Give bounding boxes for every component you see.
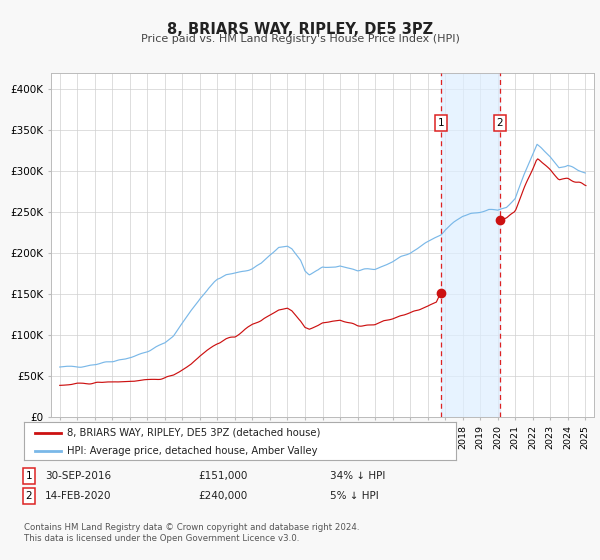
Text: Price paid vs. HM Land Registry's House Price Index (HPI): Price paid vs. HM Land Registry's House … [140, 34, 460, 44]
Text: 8, BRIARS WAY, RIPLEY, DE5 3PZ (detached house): 8, BRIARS WAY, RIPLEY, DE5 3PZ (detached… [67, 428, 320, 438]
Text: 14-FEB-2020: 14-FEB-2020 [45, 491, 112, 501]
Text: HPI: Average price, detached house, Amber Valley: HPI: Average price, detached house, Ambe… [67, 446, 318, 456]
Text: 1: 1 [25, 471, 32, 481]
Text: 2: 2 [25, 491, 32, 501]
Text: 2: 2 [496, 118, 503, 128]
Text: 34% ↓ HPI: 34% ↓ HPI [330, 471, 385, 481]
Text: This data is licensed under the Open Government Licence v3.0.: This data is licensed under the Open Gov… [24, 534, 299, 543]
Text: 30-SEP-2016: 30-SEP-2016 [45, 471, 111, 481]
Bar [441, 73, 500, 417]
Text: 1: 1 [437, 118, 444, 128]
Text: 8, BRIARS WAY, RIPLEY, DE5 3PZ: 8, BRIARS WAY, RIPLEY, DE5 3PZ [167, 22, 433, 38]
Text: 5% ↓ HPI: 5% ↓ HPI [330, 491, 379, 501]
Text: £151,000: £151,000 [198, 471, 247, 481]
Text: £240,000: £240,000 [198, 491, 247, 501]
Text: Contains HM Land Registry data © Crown copyright and database right 2024.: Contains HM Land Registry data © Crown c… [24, 523, 359, 532]
